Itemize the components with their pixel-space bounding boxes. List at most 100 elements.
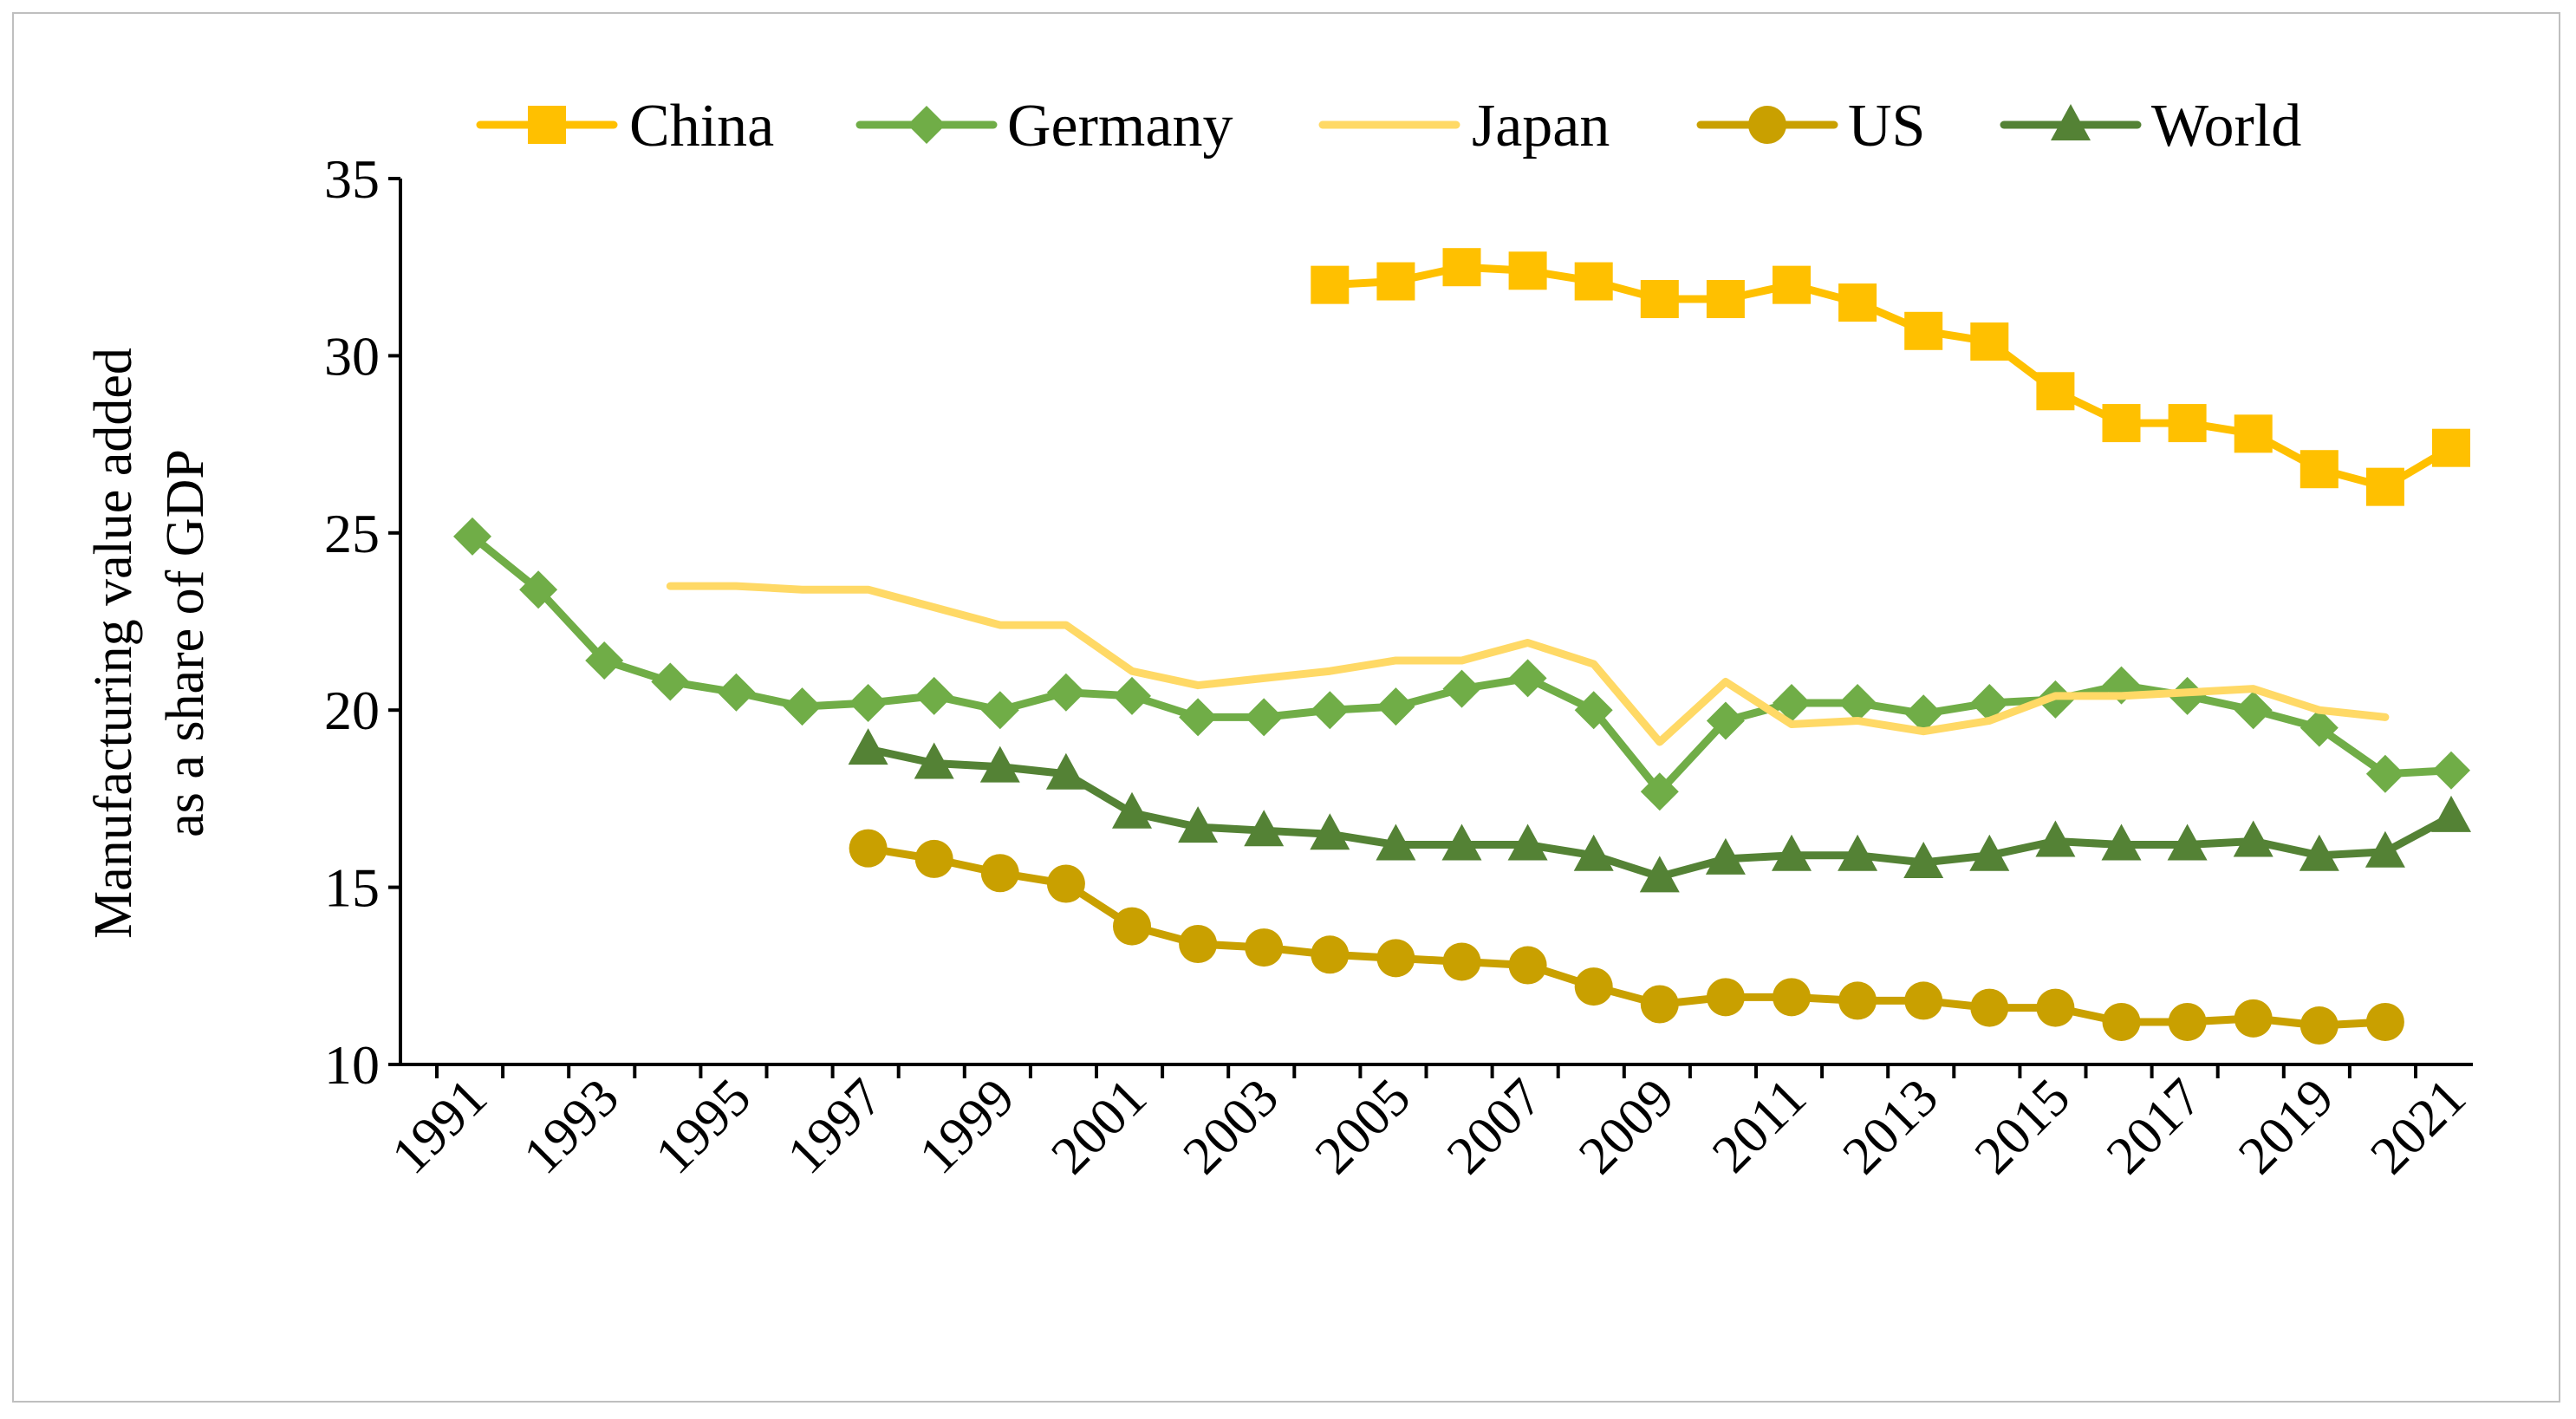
data-point-us [1706, 978, 1745, 1017]
data-point-germany [1773, 684, 1811, 723]
data-point-germany [1113, 676, 1151, 715]
axes: 10 15 20 25 30 35 1991 1993 1995 1997 1999 2001 2003… [324, 148, 2477, 1186]
x-tick-label: 2001 [1040, 1068, 1158, 1186]
legend-item-germany: Germany [855, 93, 1233, 159]
data-point-world [2365, 830, 2405, 868]
data-point-germany [1245, 698, 1284, 737]
data-point-world [848, 728, 888, 765]
data-point-world [2233, 820, 2274, 857]
x-tick-label: 1999 [908, 1068, 1026, 1186]
data-point-germany [2234, 691, 2273, 730]
y-tick-label: 15 [324, 857, 380, 919]
x-tick-label: 1991 [381, 1068, 498, 1186]
data-point-germany [1838, 684, 1877, 723]
y-tick-label: 25 [324, 503, 380, 564]
data-point-us [2300, 1006, 2339, 1045]
data-point-germany [1179, 698, 1218, 737]
y-tick-label: 30 [324, 325, 380, 387]
data-point-germany [585, 641, 624, 680]
data-point-world [1639, 856, 1680, 893]
x-tick-label: 2003 [1172, 1068, 1290, 1186]
data-point-world [2299, 834, 2339, 871]
data-point-germany [453, 517, 491, 556]
x-tick-label: 2005 [1304, 1068, 1422, 1186]
data-point-china [1706, 279, 1745, 318]
data-point-germany [980, 691, 1019, 730]
legend-marker-us [1748, 106, 1786, 144]
data-point-world [1244, 810, 1285, 847]
data-point-us [1574, 967, 1613, 1006]
data-point-china [1904, 311, 1943, 350]
data-point-us [1245, 928, 1284, 967]
data-point-china [1376, 262, 1415, 301]
line-chart: China Germany Japan US World Manufacturing v… [84, 93, 2477, 1186]
data-point-world [1376, 823, 1416, 861]
data-point-china [2300, 450, 2339, 489]
data-point-us [1442, 942, 1481, 981]
y-tick-label: 35 [324, 148, 380, 210]
data-point-world [1573, 834, 1614, 871]
data-point-germany [1970, 684, 2009, 723]
data-point-china [2365, 467, 2404, 506]
data-point-germany [717, 673, 756, 712]
x-tick-label: 2013 [1831, 1068, 1949, 1186]
data-point-us [980, 854, 1019, 893]
x-tick-label: 2009 [1568, 1068, 1686, 1186]
data-point-us [1838, 981, 1877, 1020]
series-line-china [1325, 263, 2456, 491]
series-world [848, 728, 2471, 893]
data-point-germany [1574, 691, 1613, 730]
x-tick-label: 2015 [1964, 1068, 2082, 1186]
data-point-germany [1311, 691, 1350, 730]
data-point-us [1970, 988, 2009, 1027]
data-point-world [1310, 813, 1350, 850]
data-point-germany [2432, 751, 2470, 790]
data-point-world [1838, 834, 1878, 871]
data-point-us [2036, 988, 2075, 1027]
legend-label-world: World [2151, 93, 2301, 159]
data-point-us [914, 839, 953, 878]
data-point-us [2102, 1002, 2141, 1041]
data-point-china [1574, 262, 1613, 301]
data-point-china [1773, 265, 1811, 304]
data-point-world [1441, 823, 1482, 861]
data-point-world [914, 742, 954, 779]
data-point-germany [1508, 659, 1547, 698]
data-point-world [2035, 820, 2076, 857]
data-point-us [849, 829, 888, 868]
series-line-japan [666, 582, 2390, 746]
data-point-us [1773, 978, 1811, 1017]
data-point-world [1178, 806, 1219, 843]
x-tick-label: 1997 [777, 1068, 894, 1186]
legend-label-us: US [1848, 93, 1925, 159]
data-point-world [2431, 795, 2471, 832]
data-point-world [1772, 834, 1812, 871]
series-us [849, 829, 2404, 1045]
data-point-us [1640, 985, 1679, 1024]
data-point-us [1376, 939, 1415, 978]
data-point-world [1045, 752, 1086, 790]
data-point-us [2365, 1002, 2404, 1041]
chart-frame: China Germany Japan US World Manufacturing v… [12, 12, 2560, 1403]
data-point-world [1969, 834, 2010, 871]
data-point-germany [1904, 694, 1943, 733]
data-point-germany [519, 570, 558, 609]
data-point-germany [914, 676, 953, 715]
y-axis-label-line-2: as a share of GDP [156, 449, 215, 837]
y-tick-label: 20 [324, 680, 380, 741]
data-point-germany [2365, 754, 2404, 793]
data-point-us [1508, 946, 1547, 985]
data-point-us [1311, 935, 1350, 974]
data-point-world [2167, 823, 2208, 861]
data-point-germany [2300, 708, 2339, 747]
data-point-china [2168, 404, 2207, 443]
series-japan [666, 582, 2390, 746]
legend-item-japan: Japan [1318, 93, 1610, 159]
plot-area [453, 248, 2471, 1045]
data-point-world [979, 745, 1020, 783]
data-point-germany [1640, 772, 1679, 811]
data-point-china [2036, 372, 2075, 411]
data-point-germany [849, 684, 888, 723]
data-point-world [1903, 841, 1944, 878]
legend-marker-world [2051, 104, 2091, 140]
